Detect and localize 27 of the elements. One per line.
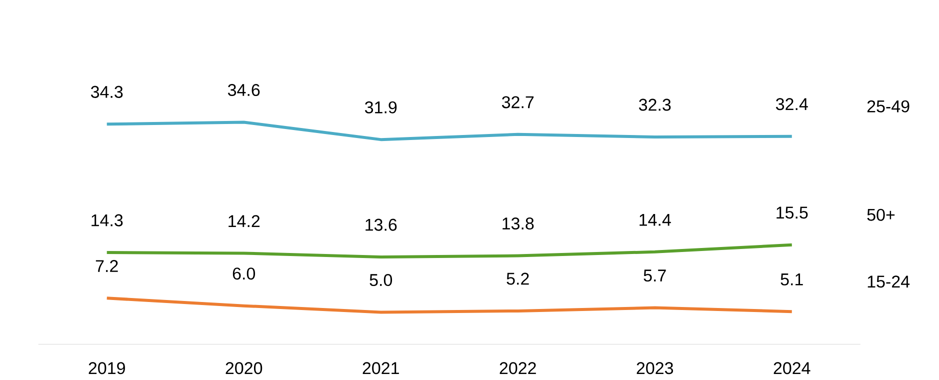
x-tick-label: 2023 — [636, 362, 674, 374]
data-label: 5.1 — [780, 274, 803, 286]
x-tick-label: 2022 — [500, 362, 536, 374]
data-label: 13.6 — [366, 218, 397, 231]
data-label: 5.0 — [370, 274, 392, 286]
data-label: 14.3 — [92, 214, 123, 226]
data-label: 34.6 — [228, 84, 260, 96]
data-label: 34.3 — [90, 86, 123, 98]
text: 15-24 — [868, 276, 910, 288]
data-label: 31.9 — [364, 101, 397, 114]
x-tick-label: 2020 — [226, 362, 262, 374]
data-label: 32.7 — [502, 96, 534, 108]
data-label: 6.0 — [232, 268, 256, 280]
data-label: 5.2 — [506, 272, 529, 285]
x-tick-label: 2021 — [362, 362, 399, 374]
data-label: 14.2 — [228, 215, 260, 228]
data-label: 7.2 — [96, 260, 118, 272]
x-tick-label: 2024 — [774, 362, 810, 374]
data-label: 32.4 — [776, 98, 808, 110]
data-label: 15.5 — [776, 206, 808, 219]
data-label: 5.7 — [644, 270, 666, 282]
text: 25-49 — [867, 100, 910, 112]
data-label: 32.3 — [638, 98, 671, 111]
data-label: 14.4 — [640, 214, 671, 226]
data-label: 13.8 — [502, 218, 534, 230]
text: 50+ — [867, 208, 895, 221]
x-tick-label: 2019 — [88, 362, 125, 374]
